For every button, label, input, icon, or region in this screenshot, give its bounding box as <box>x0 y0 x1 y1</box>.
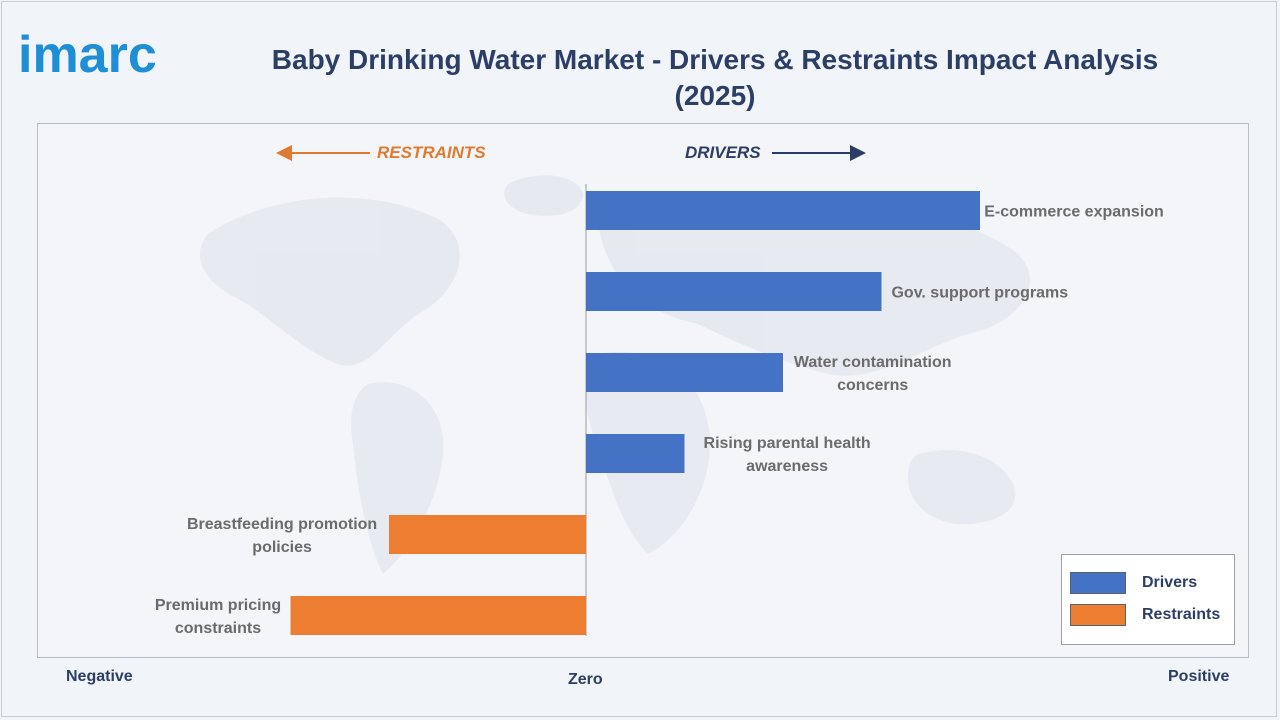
axis-negative-label: Negative <box>66 668 133 685</box>
bar-driver-3 <box>586 434 685 473</box>
drivers-direction-label: DRIVERS <box>685 143 761 162</box>
bar-label-4: Breastfeeding promotion policies <box>187 516 377 556</box>
bar-driver-2 <box>586 353 783 392</box>
bar-label-2: Water contamination concerns <box>794 354 952 394</box>
bar-restraint-4 <box>389 515 586 554</box>
chart-title: Baby Drinking Water Market - Drivers & R… <box>271 44 1159 111</box>
legend-item-drivers: Drivers <box>1070 571 1197 595</box>
legend-item-restraints: Restraints <box>1070 603 1220 627</box>
axis-positive-label: Positive <box>1168 668 1230 685</box>
bar-driver-0 <box>586 191 980 230</box>
plot-area: E-commerce expansion Gov. support program… <box>37 123 1249 658</box>
legend-swatch-drivers <box>1070 572 1126 594</box>
imarc-logo: imarc <box>18 26 157 84</box>
legend-label-restraints: Restraints <box>1142 606 1221 623</box>
bar-label-5: Premium pricing constraints <box>155 597 281 637</box>
svg-text:imarc: imarc <box>18 26 157 84</box>
axis-zero-label: Zero <box>568 671 603 688</box>
bar-restraint-5 <box>290 596 586 635</box>
legend-swatch-restraints <box>1070 604 1126 626</box>
bar-driver-1 <box>586 272 882 311</box>
legend: Drivers Restraints <box>1061 554 1235 645</box>
bar-label-1: Gov. support programs <box>891 285 1068 302</box>
legend-label-drivers: Drivers <box>1142 574 1198 591</box>
bar-label-0: E-commerce expansion <box>984 204 1164 221</box>
chart-svg: E-commerce expansion Gov. support program… <box>155 184 1164 637</box>
restraints-direction-label: RESTRAINTS <box>377 143 486 162</box>
bar-label-3: Rising parental health awareness <box>704 435 871 475</box>
